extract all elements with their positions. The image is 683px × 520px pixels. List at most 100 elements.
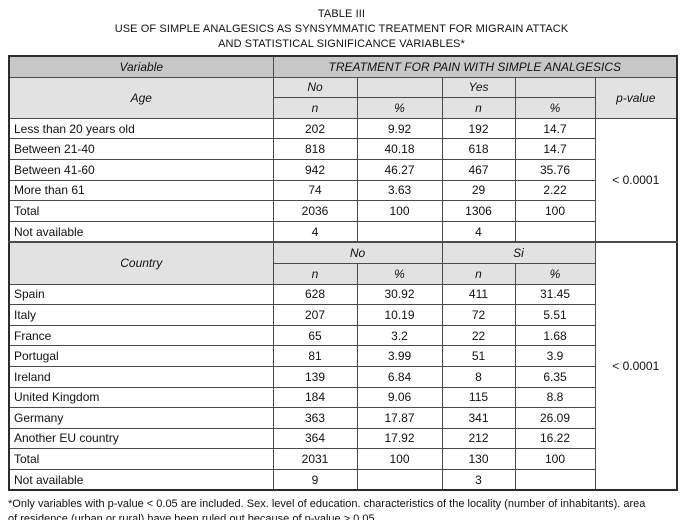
row-label: Portugal <box>8 345 274 367</box>
no-n-cell: 207 <box>272 304 358 326</box>
no-n-cell: 364 <box>272 427 358 450</box>
age-yes-n-header: n <box>441 97 516 119</box>
p-value-header: p-value <box>594 76 678 119</box>
yes-pct-cell: 1.68 <box>514 324 596 347</box>
yes-n-cell: 467 <box>441 158 516 181</box>
table-row: Less than 20 years old 202 9.92 192 14.7… <box>8 117 678 243</box>
table-row: Total 2036 100 1306 100 <box>8 200 677 222</box>
yes-pct-cell: 5.51 <box>514 304 596 326</box>
no-pct-cell: 17.87 <box>356 407 443 429</box>
table-row: Between 21-40 818 40.18 618 14.7 <box>8 138 677 160</box>
table-title: TABLE III USE OF SIMPLE ANALGESICS AS SY… <box>0 0 683 52</box>
row-label: Less than 20 years old <box>8 117 274 140</box>
yes-n-cell: 72 <box>441 304 516 326</box>
no-pct-cell: 9.06 <box>356 386 443 409</box>
country-no-n-header: n <box>272 262 358 285</box>
age-no-header: No <box>272 76 358 99</box>
yes-pct-cell: 14.7 <box>514 138 596 160</box>
no-pct-cell: 3.63 <box>356 179 443 202</box>
yes-n-cell: 3 <box>441 468 516 491</box>
table-row: Another EU country 364 17.92 212 16.22 <box>8 427 677 450</box>
no-n-cell: 81 <box>272 345 358 367</box>
yes-n-cell: 22 <box>441 324 516 347</box>
table-row: Italy 207 10.19 72 5.51 <box>8 304 677 326</box>
treatment-header: TREATMENT FOR PAIN WITH SIMPLE ANALGESIC… <box>272 55 678 78</box>
age-group-header: Age <box>8 76 274 119</box>
age-header-row-1: Age No Yes p-value <box>8 76 678 119</box>
empty-header-cell <box>356 76 443 99</box>
country-si-n-header: n <box>441 262 516 285</box>
no-n-cell: 2031 <box>272 448 358 470</box>
table-row: More than 61 74 3.63 29 2.22 <box>8 179 677 202</box>
row-label: Between 41-60 <box>8 158 274 181</box>
row-label: Total <box>8 448 274 470</box>
title-line-3: AND STATISTICAL SIGNIFICANCE VARIABLES* <box>218 38 465 50</box>
analgesics-table: Variable TREATMENT FOR PAIN WITH SIMPLE … <box>8 55 679 492</box>
no-n-cell: 818 <box>272 138 358 160</box>
no-n-cell: 9 <box>272 468 358 491</box>
no-n-cell: 139 <box>272 365 358 388</box>
table-row: Spain 628 30.92 411 31.45 <box>8 283 677 306</box>
country-si-header: Si <box>441 241 596 264</box>
table-row: France 65 3.2 22 1.68 <box>8 324 677 347</box>
no-pct-cell <box>356 220 443 243</box>
yes-n-cell: 130 <box>441 448 516 470</box>
no-pct-cell: 40.18 <box>356 138 443 160</box>
table-row: Ireland 139 6.84 8 6.35 <box>8 365 677 388</box>
table-row: Not available 9 3 <box>8 468 677 491</box>
yes-pct-cell: 100 <box>514 200 596 222</box>
yes-n-cell: 4 <box>441 220 516 243</box>
table-row: Not available 4 4 <box>8 220 677 243</box>
no-pct-cell: 100 <box>356 448 443 470</box>
row-label: Not available <box>8 468 274 491</box>
row-label: Between 21-40 <box>8 138 274 160</box>
yes-n-cell: 618 <box>441 138 516 160</box>
header-row-top: Variable TREATMENT FOR PAIN WITH SIMPLE … <box>8 55 678 78</box>
row-label: Total <box>8 200 274 222</box>
yes-n-cell: 411 <box>441 283 516 306</box>
no-n-cell: 2036 <box>272 200 358 222</box>
row-label: Another EU country <box>8 427 274 450</box>
yes-pct-cell: 31.45 <box>514 283 596 306</box>
age-no-n-header: n <box>272 97 358 119</box>
yes-n-cell: 29 <box>441 179 516 202</box>
no-n-cell: 363 <box>272 407 358 429</box>
country-group-header: Country <box>8 241 274 285</box>
footnote: *Only variables with p-value < 0.05 are … <box>8 498 646 520</box>
age-yes-percent-header: % <box>514 97 596 119</box>
row-label: Italy <box>8 304 274 326</box>
country-no-header: No <box>272 241 443 264</box>
row-label: Not available <box>8 220 274 243</box>
yes-pct-cell <box>514 468 596 491</box>
yes-pct-cell: 26.09 <box>514 407 596 429</box>
yes-n-cell: 1306 <box>441 200 516 222</box>
yes-pct-cell: 35.76 <box>514 158 596 181</box>
yes-pct-cell: 14.7 <box>514 117 596 140</box>
country-header-row-1: Country No Si < 0.0001 <box>8 241 678 491</box>
yes-pct-cell: 3.9 <box>514 345 596 367</box>
country-header-row-2: n % n % <box>9 262 677 285</box>
no-n-cell: 628 <box>272 283 358 306</box>
title-line-1: TABLE III <box>317 8 366 20</box>
age-no-percent-header: % <box>356 97 443 119</box>
no-pct-cell: 100 <box>356 200 443 222</box>
row-label: United Kingdom <box>8 386 274 409</box>
no-pct-cell: 9.92 <box>356 117 443 140</box>
yes-n-cell: 192 <box>441 117 516 140</box>
row-label: More than 61 <box>8 179 274 202</box>
variable-header: Variable <box>8 55 274 78</box>
table-row: Total 2031 100 130 100 <box>8 448 677 470</box>
no-n-cell: 65 <box>272 324 358 347</box>
yes-pct-cell: 16.22 <box>514 427 596 450</box>
no-n-cell: 4 <box>272 220 358 243</box>
country-no-percent-header: % <box>356 262 443 285</box>
yes-pct-cell <box>514 220 596 243</box>
no-n-cell: 202 <box>272 117 358 140</box>
row-label: Ireland <box>8 365 274 388</box>
no-pct-cell: 46.27 <box>356 158 443 181</box>
no-n-cell: 942 <box>272 158 358 181</box>
no-n-cell: 74 <box>272 179 358 202</box>
yes-n-cell: 212 <box>441 427 516 450</box>
yes-pct-cell: 6.35 <box>514 365 596 388</box>
yes-pct-cell: 100 <box>514 448 596 470</box>
